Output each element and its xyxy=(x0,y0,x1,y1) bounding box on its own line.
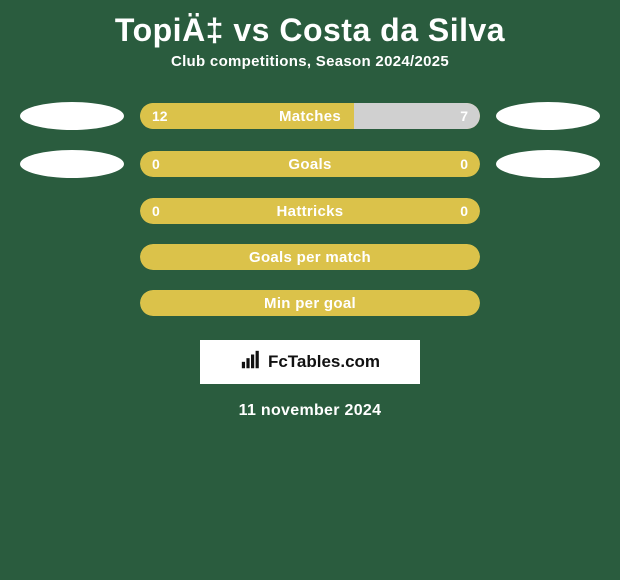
stat-row: Min per goal xyxy=(0,290,620,316)
stat-row: 0 0 Hattricks xyxy=(0,198,620,224)
stat-label: Goals per match xyxy=(249,249,371,266)
player-right-marker xyxy=(496,150,600,178)
stat-label: Hattricks xyxy=(277,203,344,220)
page-title: TopiÄ‡ vs Costa da Silva xyxy=(0,0,620,53)
date-text: 11 november 2024 xyxy=(0,402,620,420)
stat-row: 12 7 Matches xyxy=(0,102,620,130)
stat-bar: Goals per match xyxy=(140,244,480,270)
stat-label: Goals xyxy=(288,156,331,173)
stat-bar: Min per goal xyxy=(140,290,480,316)
player-right-marker xyxy=(496,102,600,130)
stat-row: 0 0 Goals xyxy=(0,150,620,178)
page-subtitle: Club competitions, Season 2024/2025 xyxy=(0,53,620,70)
player-left-marker xyxy=(20,150,124,178)
stat-value-left: 12 xyxy=(152,108,168,124)
stat-value-right: 7 xyxy=(460,108,468,124)
player-left-marker xyxy=(20,102,124,130)
stat-value-left: 0 xyxy=(152,156,160,172)
stats-area: 12 7 Matches 0 0 Goals 0 0 Hattricks Goals per ma… xyxy=(0,102,620,316)
stat-value-right: 0 xyxy=(460,203,468,219)
stat-value-right: 0 xyxy=(460,156,468,172)
stat-bar: 0 0 Hattricks xyxy=(140,198,480,224)
stat-label: Matches xyxy=(279,108,341,125)
brand-box[interactable]: FcTables.com xyxy=(200,340,420,384)
stat-bar: 12 7 Matches xyxy=(140,103,480,129)
stat-row: Goals per match xyxy=(0,244,620,270)
brand-text: FcTables.com xyxy=(268,352,380,372)
stat-value-left: 0 xyxy=(152,203,160,219)
stat-label: Min per goal xyxy=(264,295,356,312)
chart-bar-icon xyxy=(240,349,262,376)
stat-bar: 0 0 Goals xyxy=(140,151,480,177)
